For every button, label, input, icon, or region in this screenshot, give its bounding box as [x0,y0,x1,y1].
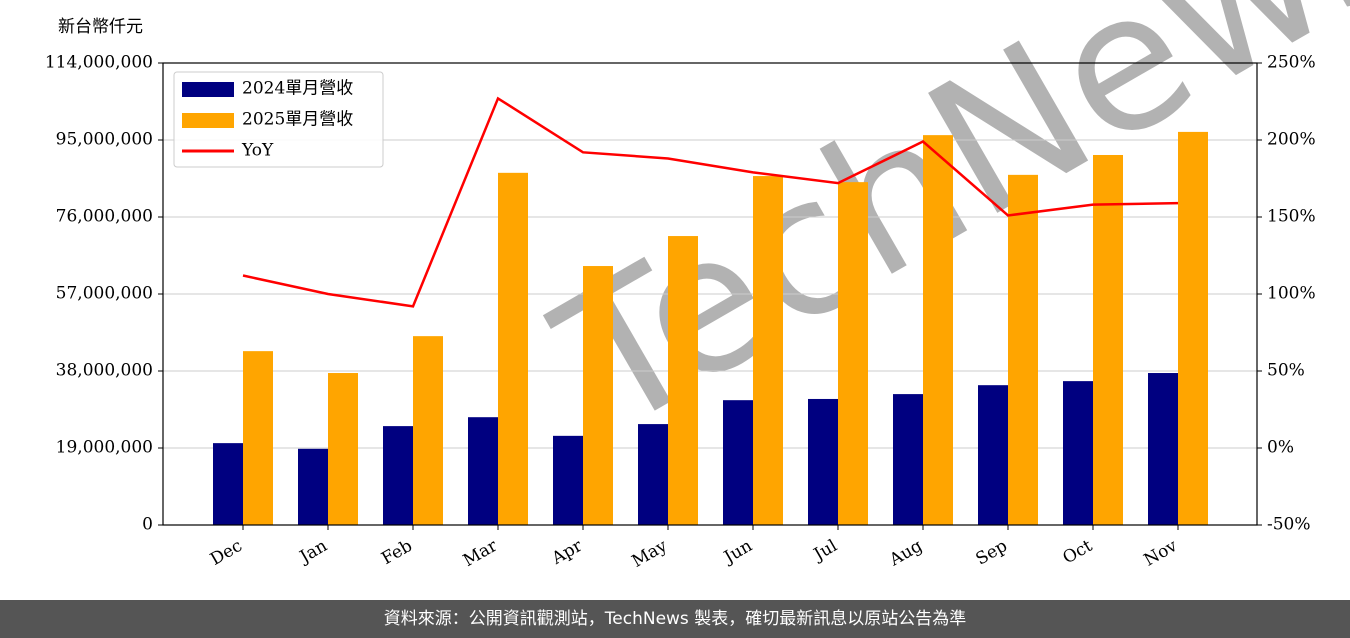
legend-label: 2024單月營收 [242,79,353,99]
bar [1148,373,1178,525]
bar [1063,381,1093,525]
bar [638,424,668,525]
y2-tick-label: 150% [1267,207,1316,227]
bar [1008,174,1038,525]
y-tick-label: 0 [142,515,153,535]
bar [468,417,498,525]
y-tick-label: 76,000,000 [56,207,153,227]
y2-tick-label: 50% [1267,361,1305,381]
bar [298,448,328,525]
bar [838,182,868,525]
legend-swatch [182,113,234,128]
bar [413,336,443,525]
bar [923,135,953,525]
y2-tick-label: 250% [1267,53,1316,73]
bar [213,443,243,525]
plot-frame [162,62,1258,526]
y-tick-label: 57,000,000 [56,284,153,304]
bar [553,435,583,525]
footer [0,600,1350,638]
bar [328,373,358,525]
bar [498,172,528,526]
line [242,96,1179,308]
y-tick-label: 95,000,000 [56,130,153,150]
bar [808,398,838,525]
bar [893,394,923,525]
bar [383,426,413,525]
bar [1093,154,1123,525]
y2-tick-label: 100% [1267,284,1316,304]
y2-tick-label: -50% [1267,515,1311,535]
y-tick-label: 114,000,000 [45,53,153,73]
bar [978,385,1008,525]
source: 資料來源：公開資訊觀測站，TechNews 製表，確切最新訊息以原站公告為準 [384,609,966,629]
y-tick-label: 38,000,000 [56,361,153,381]
legend-label: YoY [241,141,274,161]
bar [753,176,783,525]
bar [723,400,753,525]
y-tick-label: 19,000,000 [56,438,153,458]
y2-tick-label: 0% [1267,438,1294,458]
bar [1178,131,1208,526]
legend-label: 2025單月營收 [242,110,353,130]
bar [583,266,613,525]
legend-swatch [182,82,234,97]
unit-label: 新台幣仟元 [58,17,143,37]
bar [668,236,698,525]
bar [243,351,273,525]
y2-tick-label: 200% [1267,130,1316,150]
